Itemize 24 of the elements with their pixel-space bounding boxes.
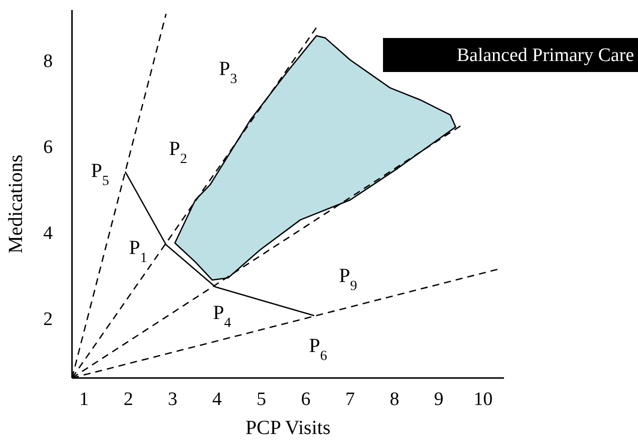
x-tick-label: 1 bbox=[79, 389, 89, 410]
x-tick-label: 10 bbox=[474, 389, 493, 410]
x-tick-label: 4 bbox=[212, 389, 222, 410]
annotation: P$_{6}$ bbox=[308, 335, 328, 364]
x-axis-title: PCP Visits bbox=[246, 417, 331, 439]
y-tick-label: 2 bbox=[43, 308, 53, 330]
x-tick-label: 3 bbox=[168, 389, 178, 410]
annotation: P$_{9}$ bbox=[338, 265, 358, 294]
y-axis-title: Medications bbox=[5, 154, 27, 254]
x-tick-label: 9 bbox=[434, 389, 444, 410]
x-tick-label: 8 bbox=[390, 389, 400, 410]
annotation: P$_{4}$ bbox=[212, 302, 232, 330]
x-tick-label: 5 bbox=[256, 389, 266, 410]
x-tick-label: 2 bbox=[124, 389, 134, 410]
annotation: Balanced Primary Care bbox=[456, 45, 634, 66]
annotation: P$_{2}$ bbox=[168, 138, 188, 166]
y-tick-label: 4 bbox=[43, 222, 54, 244]
x-tick-label: 6 bbox=[300, 389, 310, 410]
annotation: P$_{3}$ bbox=[218, 58, 238, 86]
x-tick-label: 7 bbox=[345, 389, 355, 410]
y-tick-label: 6 bbox=[43, 136, 53, 158]
annotation: P$_{5}$ bbox=[90, 160, 110, 188]
y-tick-label: 8 bbox=[43, 50, 53, 72]
annotation: P$_{1}$ bbox=[128, 237, 148, 266]
